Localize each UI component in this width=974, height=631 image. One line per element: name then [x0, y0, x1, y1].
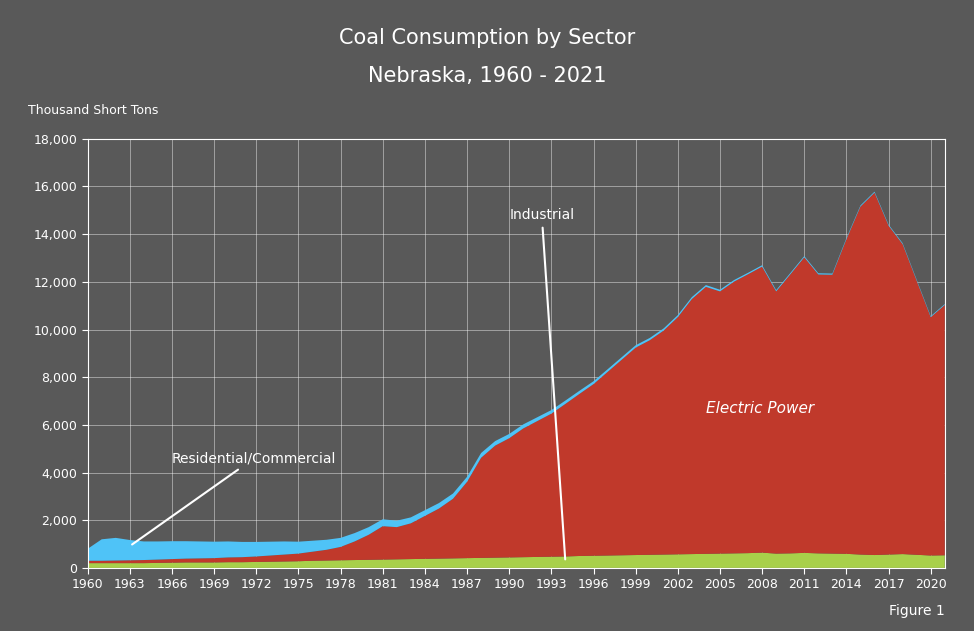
Text: Figure 1: Figure 1 [889, 604, 945, 618]
Text: Industrial: Industrial [509, 208, 575, 560]
Text: Coal Consumption by Sector: Coal Consumption by Sector [339, 28, 635, 48]
Text: Nebraska, 1960 - 2021: Nebraska, 1960 - 2021 [368, 66, 606, 86]
Text: Electric Power: Electric Power [706, 401, 814, 416]
Text: Thousand Short Tons: Thousand Short Tons [27, 104, 158, 117]
Text: Residential/Commercial: Residential/Commercial [132, 451, 336, 545]
